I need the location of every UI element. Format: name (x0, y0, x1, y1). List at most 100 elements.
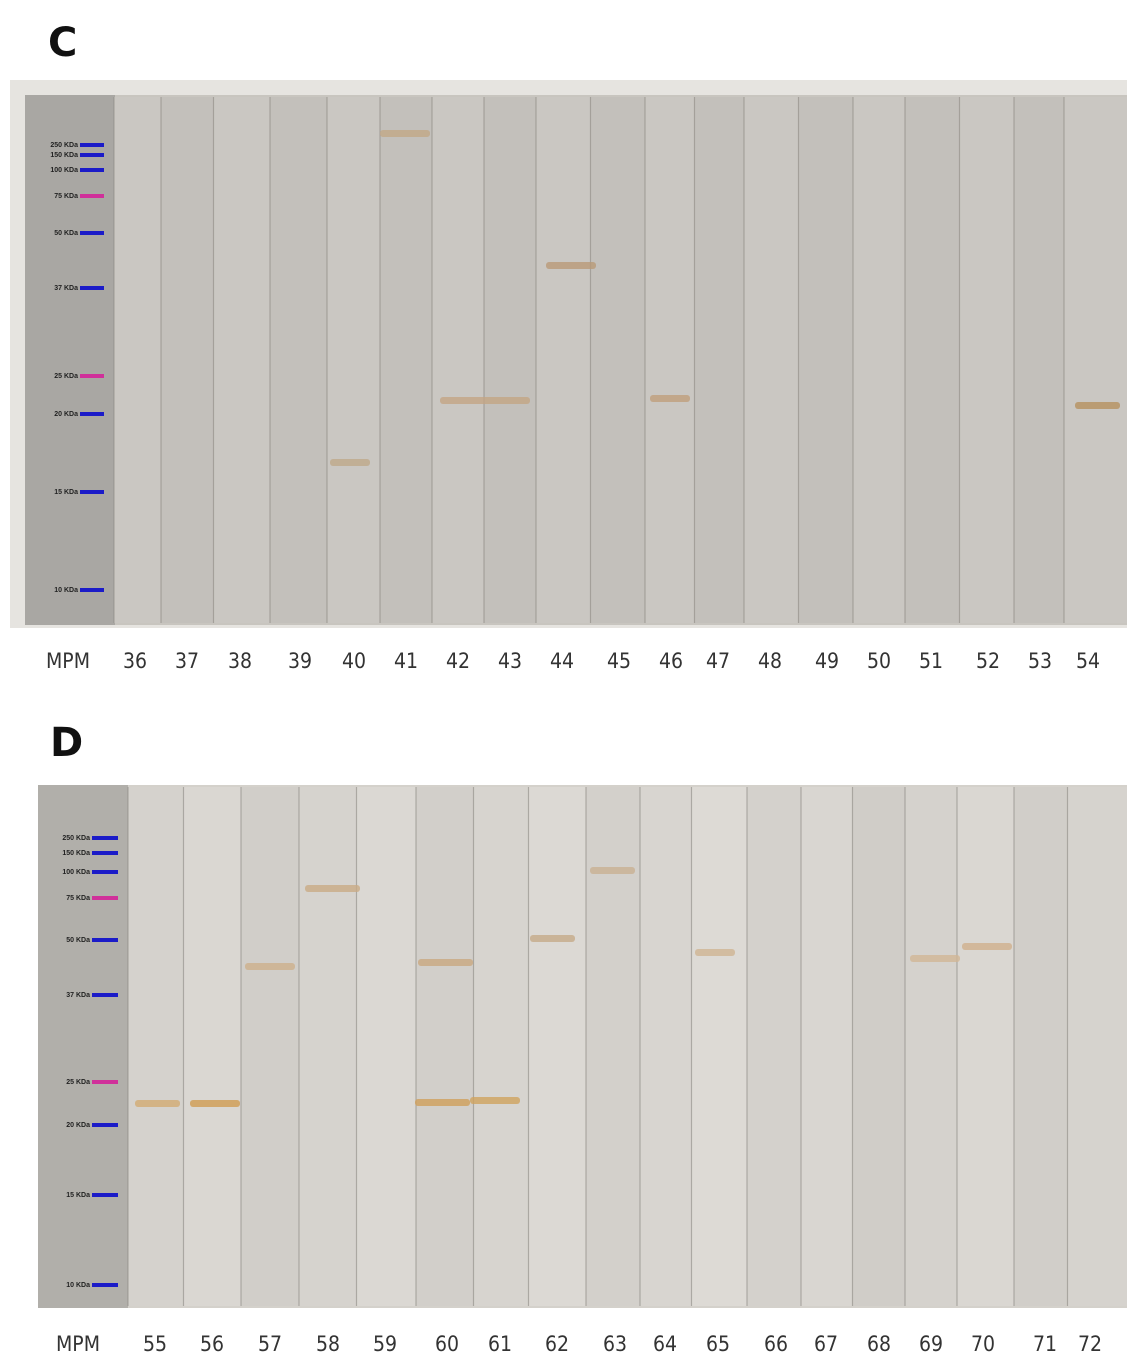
strip (1068, 787, 1127, 1306)
marker-band (92, 851, 118, 855)
marker-band (80, 286, 104, 290)
marker-label: 100 KDa (50, 167, 78, 174)
strip (161, 97, 214, 623)
marker-label: 250 KDa (62, 835, 90, 842)
lane-label: 67 (814, 1332, 838, 1356)
lane-label: 61 (488, 1332, 512, 1356)
strip (241, 787, 299, 1306)
strip (128, 787, 184, 1306)
strip (744, 97, 799, 623)
lane-label: 65 (706, 1332, 730, 1356)
lane-label: 57 (258, 1332, 282, 1356)
lane-label: 53 (1028, 649, 1052, 673)
lane-label: 68 (867, 1332, 891, 1356)
lane-label: 42 (446, 649, 470, 673)
strip (380, 97, 432, 623)
faint-band (440, 397, 530, 404)
marker-label: 25 KDa (54, 373, 78, 380)
marker-label: 100 KDa (62, 869, 90, 876)
marker-label: 37 KDa (54, 285, 78, 292)
lane-label: 66 (764, 1332, 788, 1356)
strip (591, 97, 646, 623)
lane-label: MPM (56, 1332, 100, 1356)
faint-band (962, 943, 1012, 950)
marker-band (92, 938, 118, 942)
marker-label: 10 KDa (54, 587, 78, 594)
lane-label: 71 (1033, 1332, 1057, 1356)
strip (801, 787, 853, 1306)
marker-label: 37 KDa (66, 992, 90, 999)
faint-band (650, 395, 690, 402)
lane-label: 40 (342, 649, 366, 673)
strip (1014, 97, 1064, 623)
strip (692, 787, 748, 1306)
marker-band (92, 836, 118, 840)
strip (529, 787, 587, 1306)
lane-label: 38 (228, 649, 252, 673)
lane-label: MPM (46, 649, 90, 673)
marker-label: 75 KDa (54, 193, 78, 200)
faint-band (330, 459, 370, 466)
marker-band (92, 1283, 118, 1287)
marker-label: 50 KDa (54, 230, 78, 237)
lane-label: 56 (200, 1332, 224, 1356)
faint-band (590, 867, 635, 874)
marker-label: 25 KDa (66, 1079, 90, 1086)
faint-band (135, 1100, 180, 1107)
marker-strip-d (38, 785, 128, 1308)
marker-label: 15 KDa (66, 1192, 90, 1199)
lane-label: 60 (435, 1332, 459, 1356)
strip (357, 787, 417, 1306)
lane-label: 52 (976, 649, 1000, 673)
lane-label: 39 (288, 649, 312, 673)
strip (474, 787, 529, 1306)
strip (747, 787, 801, 1306)
panel-label: D (50, 720, 83, 766)
strip (327, 97, 380, 623)
marker-band (80, 194, 104, 198)
faint-band (380, 130, 430, 137)
strip (432, 97, 484, 623)
faint-band (695, 949, 735, 956)
strip (484, 97, 536, 623)
strip (853, 787, 906, 1306)
marker-band (80, 168, 104, 172)
figure: 250 KDa 150 KDa 100 KDa 75 KDa 50 KDa 37 KDa 2… (0, 0, 1127, 1360)
marker-band (80, 143, 104, 147)
marker-band (80, 490, 104, 494)
strip (270, 97, 327, 623)
marker-band (92, 870, 118, 874)
marker-band (80, 588, 104, 592)
lane-label: 44 (550, 649, 574, 673)
marker-band (80, 231, 104, 235)
lane-label: 58 (316, 1332, 340, 1356)
marker-band (80, 412, 104, 416)
marker-label: 150 KDa (62, 850, 90, 857)
lane-label: 49 (815, 649, 839, 673)
marker-band (92, 1123, 118, 1127)
strip (905, 787, 957, 1306)
lane-label: 70 (971, 1332, 995, 1356)
marker-band (92, 993, 118, 997)
marker-strip-c (25, 95, 115, 625)
lane-label: 36 (123, 649, 147, 673)
strip (640, 787, 692, 1306)
marker-band (80, 374, 104, 378)
lane-label: 46 (659, 649, 683, 673)
faint-band (245, 963, 295, 970)
lane-label: 64 (653, 1332, 677, 1356)
faint-band (1075, 402, 1120, 409)
strip (905, 97, 960, 623)
marker-label: 15 KDa (54, 489, 78, 496)
marker-label: 20 KDa (54, 411, 78, 418)
lane-label: 37 (175, 649, 199, 673)
strip (536, 97, 591, 623)
strip (184, 787, 242, 1306)
marker-label: 250 KDa (50, 142, 78, 149)
marker-label: 20 KDa (66, 1122, 90, 1129)
marker-band (92, 1193, 118, 1197)
marker-label: 75 KDa (66, 895, 90, 902)
strip (586, 787, 640, 1306)
marker-band (80, 153, 104, 157)
strip (214, 97, 271, 623)
